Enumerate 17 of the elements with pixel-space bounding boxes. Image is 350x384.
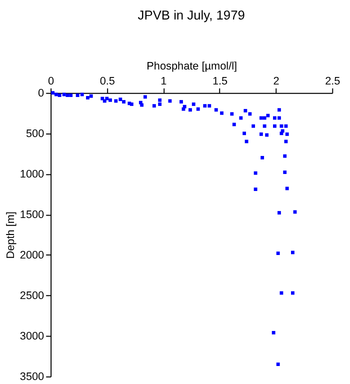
y-tick-label: 1000 — [20, 168, 44, 180]
x-tick-label: 1 — [160, 75, 167, 88]
y-axis-title: Depth [m] — [4, 212, 17, 259]
y-tick-label: 2500 — [20, 290, 44, 302]
y-tick-label: 3000 — [20, 330, 44, 342]
chart-title: JPVB in July, 1979 — [138, 7, 245, 22]
y-tick-label: 2000 — [20, 249, 44, 262]
y-tick-label: 500 — [26, 128, 44, 140]
x-tick-label: 2.5 — [325, 75, 340, 88]
y-tick-label: 3500 — [20, 370, 44, 383]
y-tick-label: 0 — [38, 87, 44, 100]
x-tick-label: 0 — [48, 75, 54, 88]
x-tick-label: 1.5 — [212, 75, 228, 88]
y-tick-label: 1500 — [20, 208, 44, 221]
x-axis-title: Phosphate [µmol/l] — [146, 60, 238, 73]
x-tick-label: 2 — [273, 75, 280, 88]
x-tick-label: 0.5 — [100, 75, 115, 88]
